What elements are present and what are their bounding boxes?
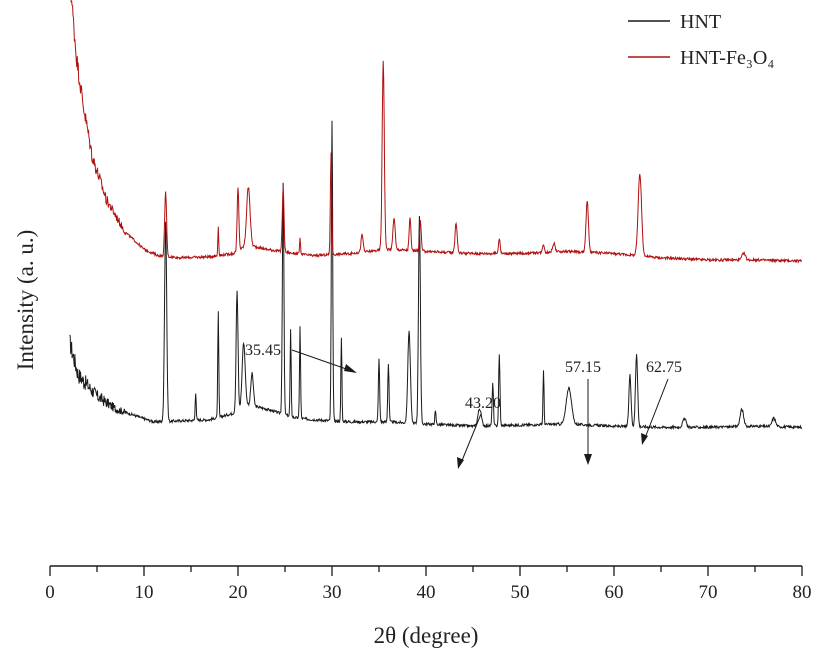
annotation-label-43-20: 43.20 (465, 395, 501, 412)
x-tick-label: 50 (511, 582, 530, 603)
x-tick-label: 10 (135, 582, 154, 603)
legend-label-hnt: HNT (680, 11, 721, 33)
annotation-arrowhead-62-75 (641, 433, 648, 445)
x-tick-label: 30 (323, 582, 342, 603)
annotation-arrow-62-75 (644, 378, 669, 439)
y-axis-label: Intensity (a. u.) (13, 230, 38, 371)
annotation-arrowhead-35-45 (344, 364, 357, 373)
annotation-label-62-75: 62.75 (646, 359, 682, 376)
annotation-arrowhead-43-20 (457, 457, 464, 469)
annotation-arrow-35-45 (291, 349, 353, 372)
x-axis-label: 2θ (degree) (374, 623, 479, 648)
annotation-arrow-43-20 (460, 413, 482, 464)
x-tick-label: 80 (793, 582, 812, 603)
x-tick-label: 70 (699, 582, 718, 603)
x-tick-label: 0 (45, 582, 55, 603)
x-tick-label: 60 (605, 582, 624, 603)
x-tick-label: 20 (229, 582, 248, 603)
x-axis-ticks: 0 10 20 30 40 50 60 70 80 (45, 566, 812, 603)
x-tick-label: 40 (417, 582, 436, 603)
series-hnt-line (69, 120, 803, 430)
annotation-label-57-15: 57.15 (565, 359, 601, 376)
series-hnt-fe3o4-line (70, 0, 802, 264)
legend: HNT HNT-Fe₃O₄ (628, 11, 774, 69)
annotation-arrowhead-57-15 (584, 454, 592, 465)
legend-label-hnt-fe3o4: HNT-Fe₃O₄ (680, 47, 774, 69)
annotation-label-35-45: 35.45 (245, 342, 281, 359)
peak-annotations: 35.45 43.20 57.15 62.75 (245, 342, 682, 469)
